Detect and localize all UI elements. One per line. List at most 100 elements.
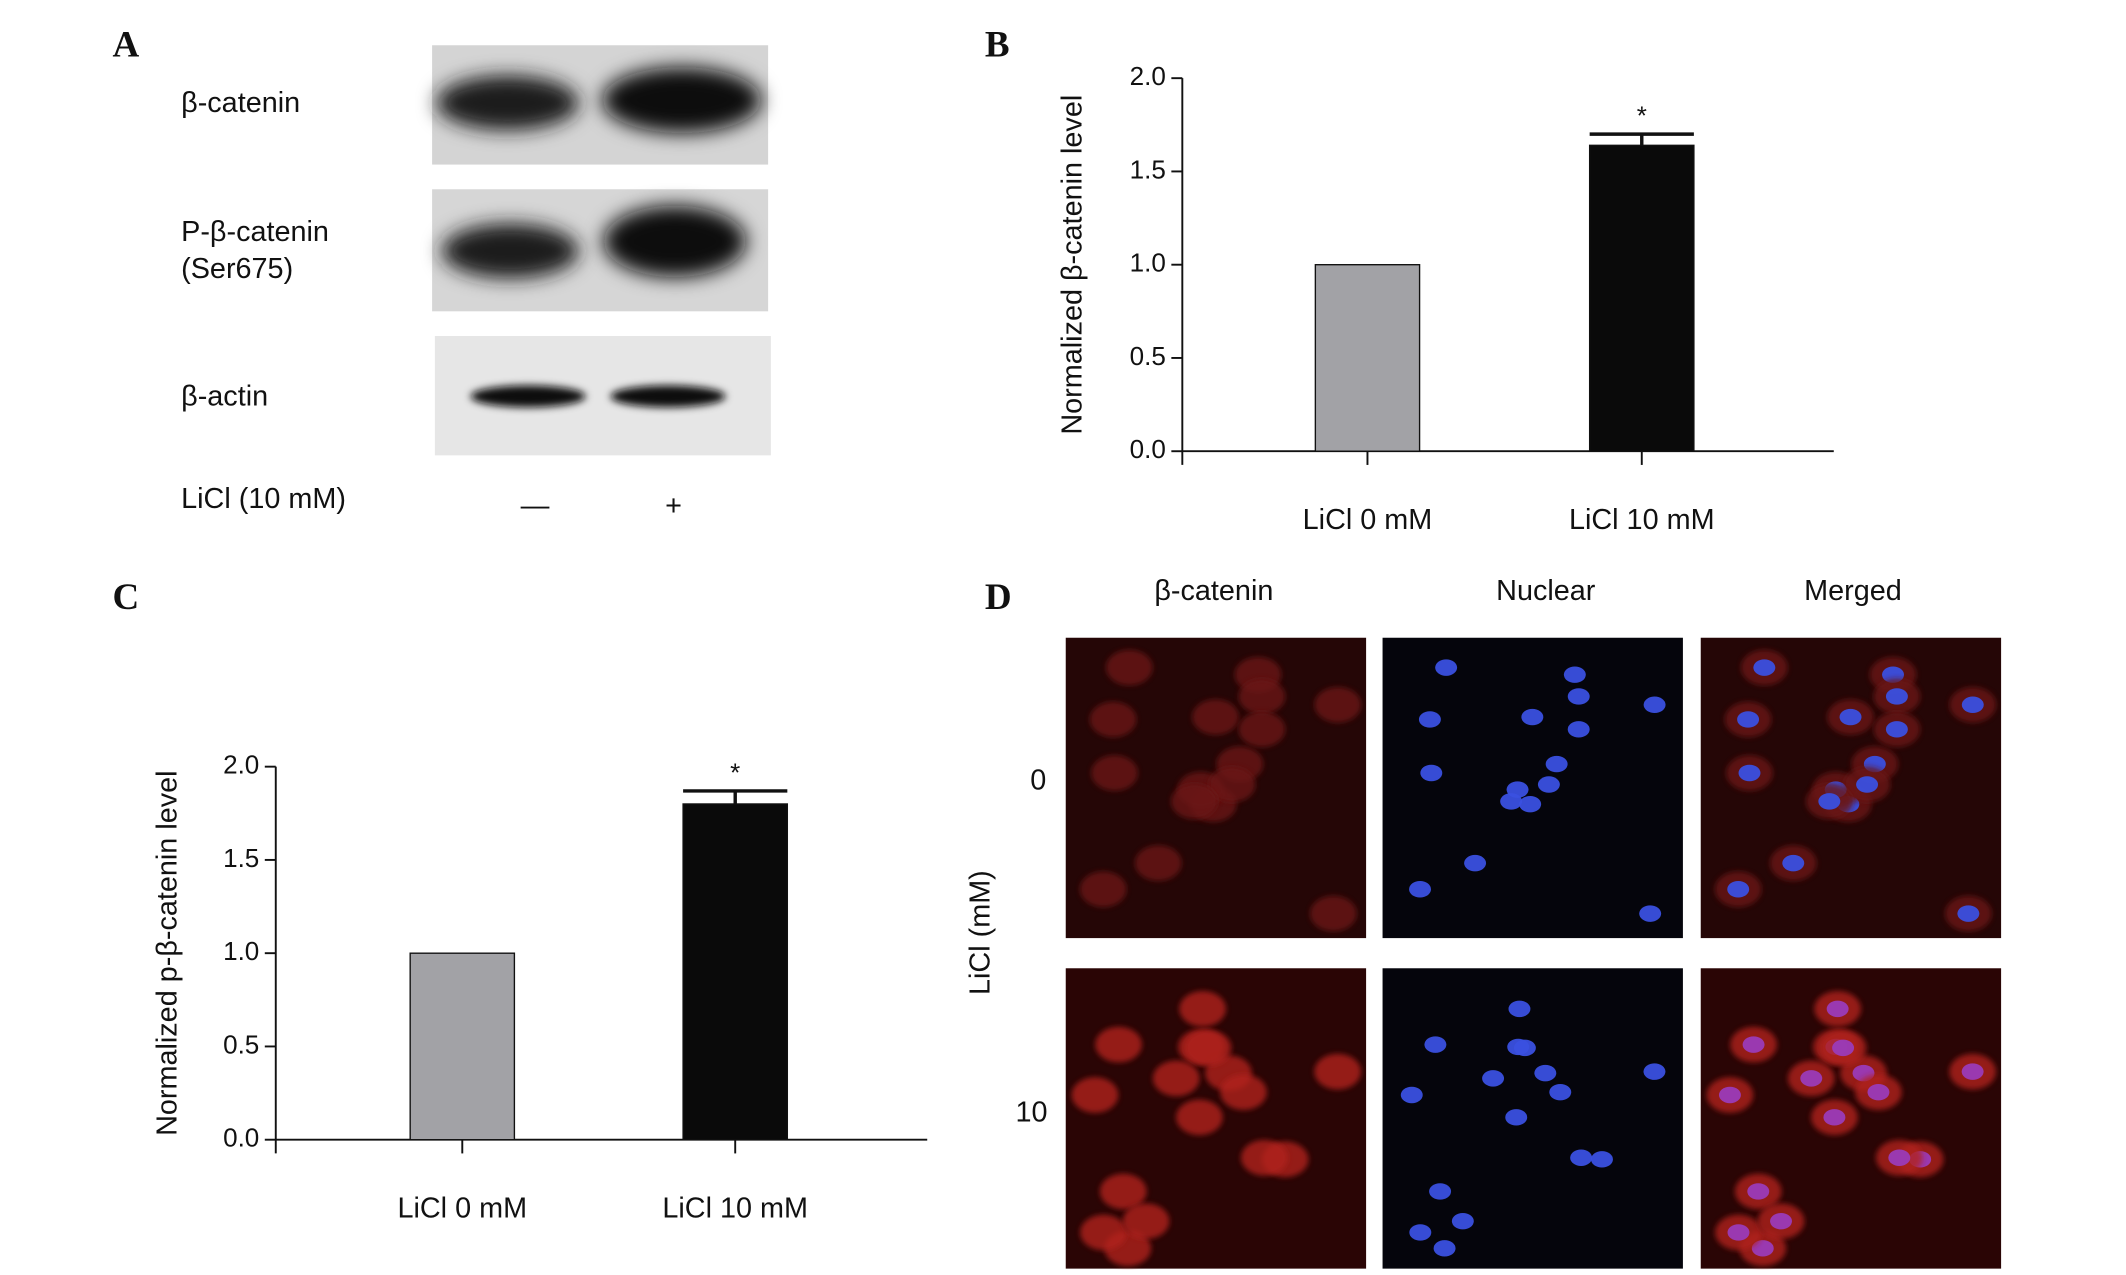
cell: [1134, 845, 1182, 881]
row-axis-label: LiCl (mM): [965, 870, 997, 995]
error-bar: [1589, 132, 1694, 146]
micrograph: [1382, 637, 1683, 939]
nucleus: [1418, 711, 1441, 728]
panel-label: D: [985, 577, 1012, 618]
nucleus: [1823, 1109, 1846, 1126]
nucleus: [1567, 688, 1590, 705]
error-bar: [683, 789, 788, 804]
bar: [1588, 144, 1695, 452]
nucleus: [1742, 1036, 1765, 1053]
nucleus: [1482, 1070, 1505, 1087]
cell: [1220, 1074, 1267, 1110]
lane-label: +: [665, 490, 682, 522]
nucleus: [1800, 1070, 1823, 1087]
cell: [1314, 1053, 1361, 1090]
y-tick-label: 1.0: [1130, 248, 1166, 278]
y-tick-label: 0.5: [1130, 341, 1166, 371]
cell: [1240, 1139, 1288, 1176]
cell: [1171, 783, 1218, 820]
nucleus: [1961, 1063, 1984, 1080]
nucleus: [1505, 1109, 1528, 1126]
nucleus: [1718, 1086, 1741, 1104]
nucleus: [1537, 776, 1560, 793]
nucleus: [1782, 854, 1805, 872]
cell: [1176, 1099, 1223, 1136]
cell: [1079, 871, 1127, 908]
nucleus: [1519, 795, 1542, 813]
nucleus: [1832, 1039, 1855, 1057]
nucleus: [1957, 905, 1980, 922]
y-tick-label: 0.5: [223, 1029, 259, 1059]
cell: [1208, 766, 1256, 803]
nucleus: [1885, 721, 1908, 738]
nucleus: [1563, 666, 1586, 683]
nucleus: [1545, 755, 1568, 773]
y-tick-label: 2.0: [1130, 61, 1166, 91]
panel-label: B: [985, 25, 1010, 66]
panel-label: A: [113, 25, 140, 66]
nucleus: [1435, 659, 1458, 676]
nucleus: [1409, 1224, 1432, 1241]
bar: [1314, 264, 1421, 452]
cell: [1099, 1173, 1147, 1210]
blot-row-label: P-β-catenin: [181, 216, 329, 248]
nucleus: [1534, 1064, 1557, 1082]
cell: [1314, 686, 1362, 723]
nucleus: [1737, 711, 1760, 728]
row-label: 0: [1030, 764, 1046, 796]
nucleus: [1751, 1240, 1774, 1257]
column-title: Merged: [1804, 575, 1902, 607]
lane-label: —: [521, 490, 550, 522]
panel-label: C: [113, 577, 140, 618]
cell: [1122, 1203, 1170, 1240]
nucleus: [1451, 1212, 1474, 1230]
nucleus: [1770, 1212, 1792, 1230]
nucleus: [1727, 881, 1750, 898]
blot-images: [432, 45, 771, 456]
nucleus: [1885, 688, 1908, 705]
nucleus: [1424, 1036, 1447, 1053]
x-tick-label: LiCl 0 mM: [397, 1192, 527, 1224]
nucleus: [1643, 696, 1666, 714]
nucleus: [1856, 776, 1879, 793]
nucleus: [1961, 696, 1984, 714]
significance-label: *: [1637, 101, 1647, 131]
nucleus: [1639, 905, 1662, 922]
x-tick-label: LiCl 0 mM: [1303, 504, 1433, 536]
cell: [1310, 895, 1357, 932]
nucleus: [1818, 793, 1841, 810]
cell: [1091, 755, 1138, 791]
column-title: β-catenin: [1154, 575, 1273, 607]
nucleus: [1429, 1183, 1452, 1200]
blot-row-label: β-catenin: [181, 87, 300, 119]
nucleus: [1567, 721, 1590, 738]
cell: [1238, 678, 1286, 715]
cell: [1106, 649, 1153, 686]
nucleus: [1521, 708, 1544, 726]
nucleus: [1727, 1224, 1750, 1241]
cell: [1071, 1077, 1119, 1113]
y-tick-label: 1.5: [1130, 154, 1166, 184]
bar: [682, 803, 789, 1141]
blot-row-label: β-actin: [181, 380, 268, 412]
nucleus: [1549, 1083, 1572, 1101]
cell: [1095, 1026, 1142, 1063]
nucleus: [1867, 1083, 1890, 1101]
nucleus: [1420, 764, 1443, 782]
nucleus: [1738, 764, 1761, 782]
y-tick-label: 0.0: [1130, 434, 1166, 464]
nucleus: [1400, 1086, 1423, 1104]
nucleus: [1888, 1149, 1911, 1166]
y-tick-label: 0.0: [223, 1123, 259, 1153]
nucleus: [1753, 659, 1776, 676]
cell: [1184, 1030, 1232, 1066]
cell: [1238, 711, 1286, 748]
significance-label: *: [730, 757, 740, 787]
y-tick-label: 1.0: [223, 936, 259, 966]
y-axis-label: Normalized p-β-catenin level: [151, 770, 183, 1135]
nucleus: [1464, 854, 1487, 872]
nucleus: [1433, 1240, 1456, 1257]
row-label: 10: [1015, 1096, 1047, 1128]
